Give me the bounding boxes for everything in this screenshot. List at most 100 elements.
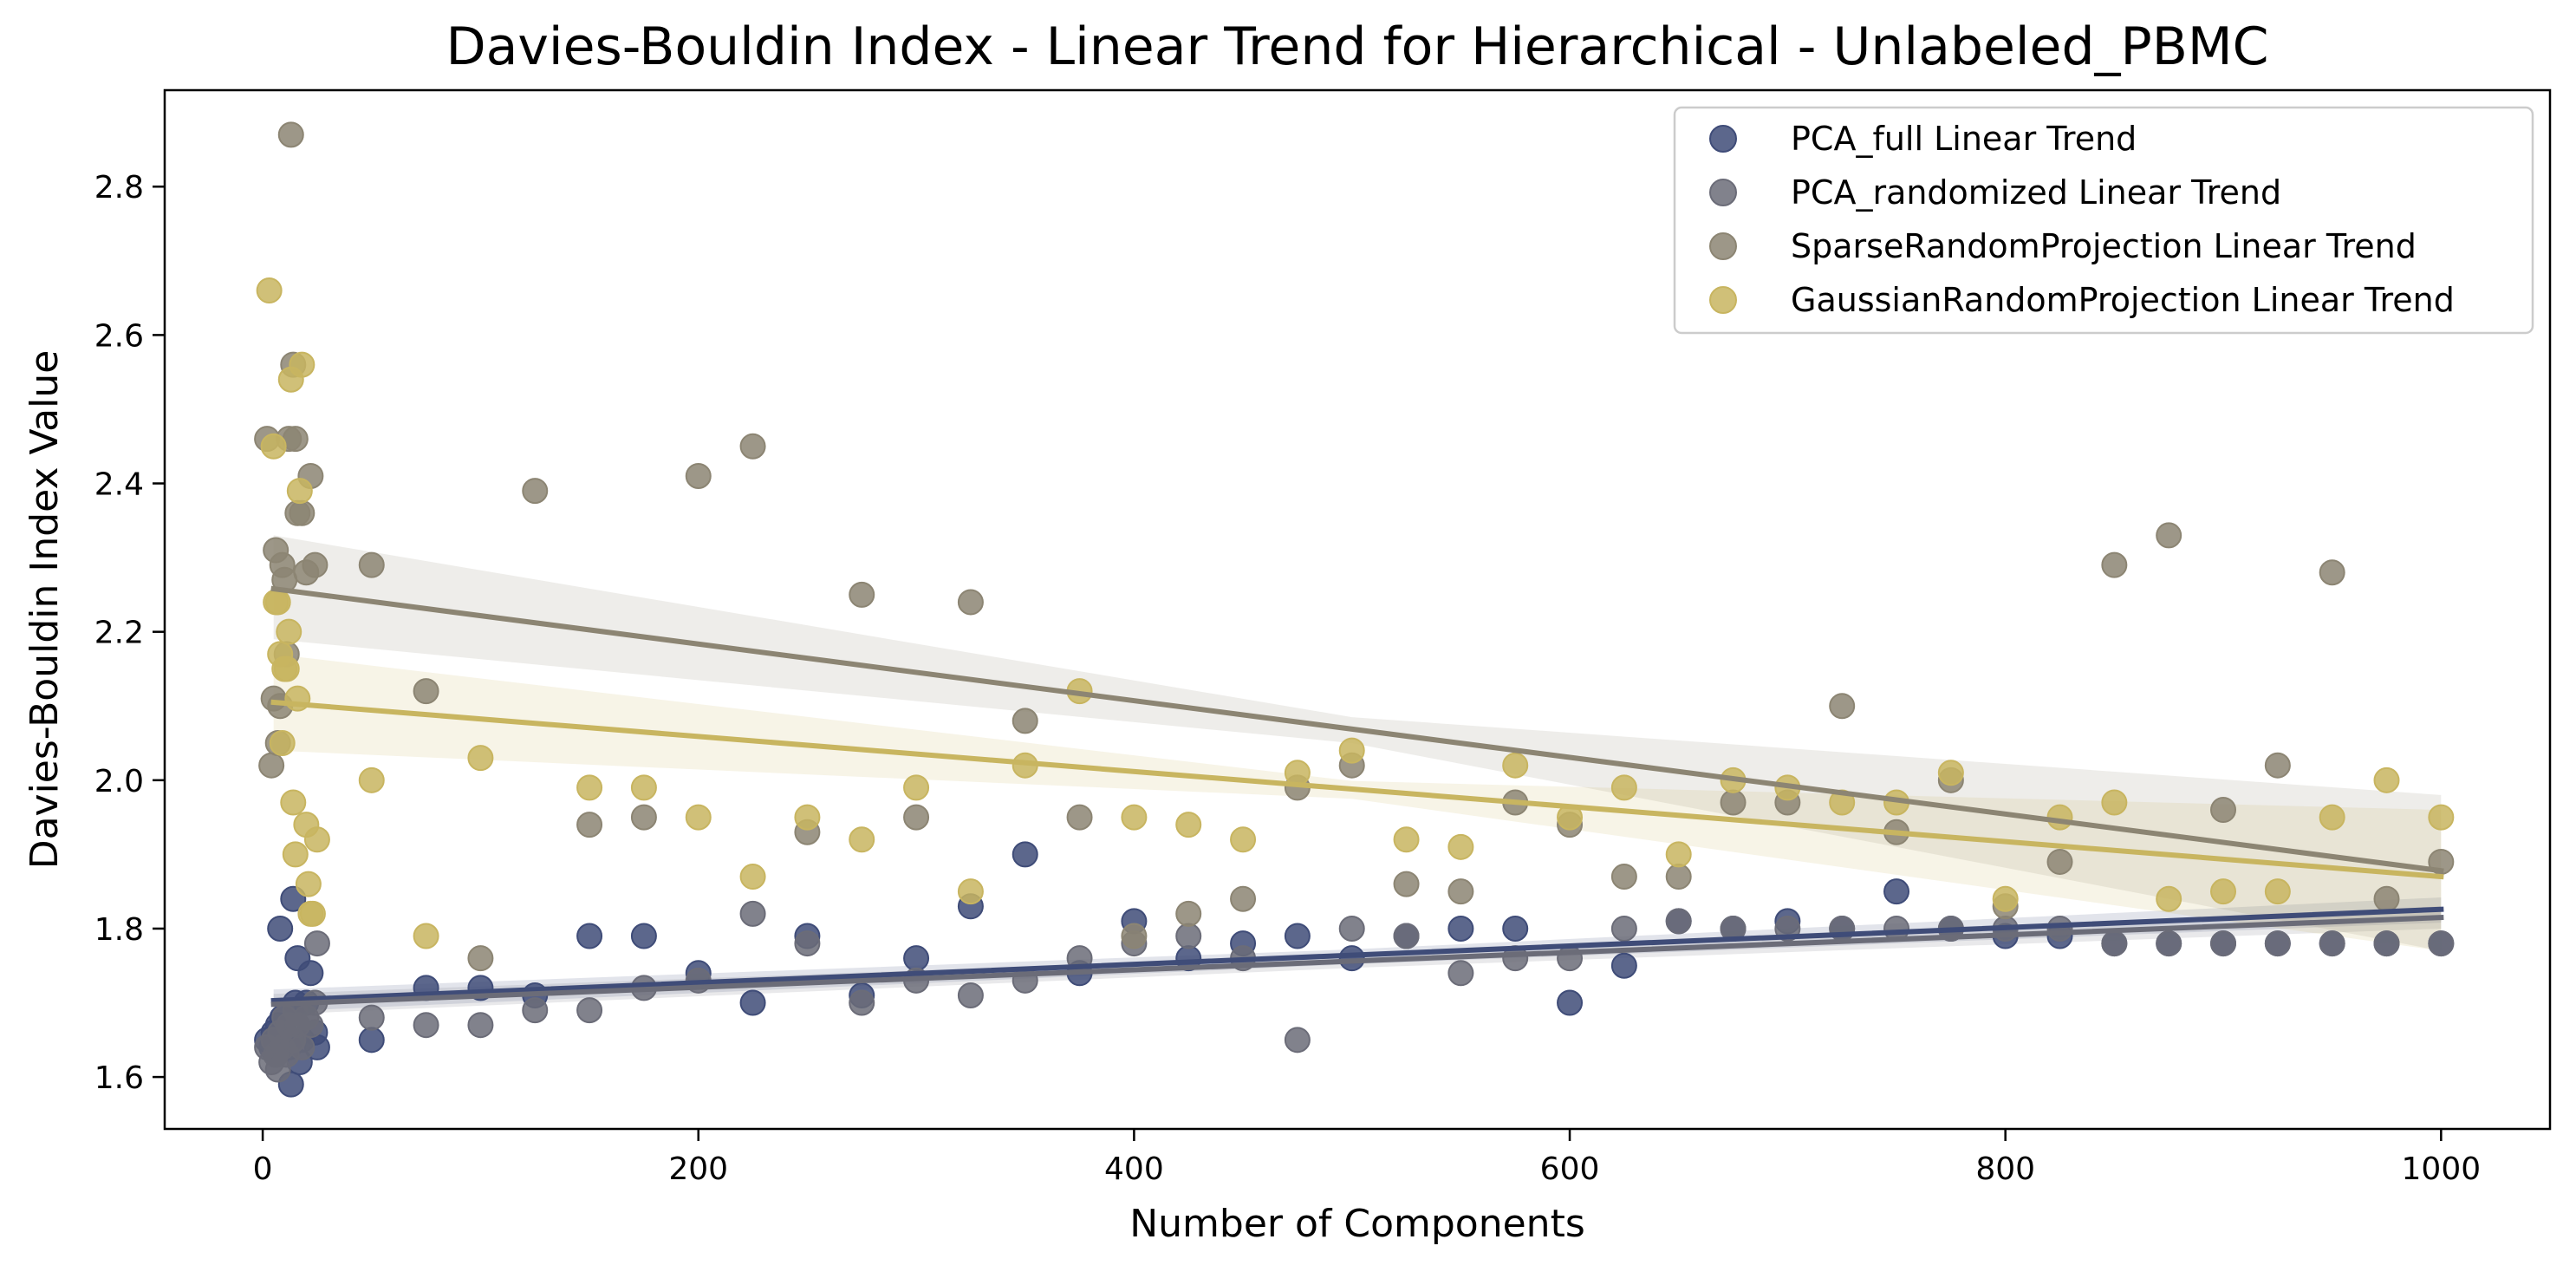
point-gaussianrandomprojection-linear-trend-29: [903, 774, 930, 801]
point-pca-full-linear-trend-48: [1883, 878, 1910, 905]
point-gaussianrandomprojection-linear-trend-28: [849, 826, 875, 853]
point-gaussianrandomprojection-linear-trend-3: [264, 589, 291, 616]
y-tick-label-2: 2.0: [94, 764, 144, 799]
point-pca-randomized-linear-trend-56: [2428, 930, 2455, 957]
point-sparserandomprojection-linear-trend-31: [1066, 804, 1093, 831]
point-sparserandomprojection-linear-trend-41: [1610, 864, 1637, 890]
legend-label-sparserandomprojection-linear-trend: SparseRandomProjection Linear Trend: [1791, 227, 2417, 265]
point-sparserandomprojection-linear-trend-49: [2046, 848, 2073, 875]
legend-marker-pca-randomized-linear-trend: [1709, 179, 1737, 206]
point-sparserandomprojection-linear-trend-17: [302, 551, 329, 578]
point-pca-full-linear-trend-20: [358, 1027, 385, 1053]
point-pca-randomized-linear-trend-49: [2046, 915, 2073, 942]
point-pca-full-linear-trend-37: [1284, 923, 1311, 949]
point-sparserandomprojection-linear-trend-33: [1175, 900, 1202, 927]
point-gaussianrandomprojection-linear-trend-30: [957, 878, 984, 905]
point-gaussianrandomprojection-linear-trend-49: [1992, 885, 2019, 912]
point-gaussianrandomprojection-linear-trend-57: [2428, 804, 2455, 831]
legend-marker-pca-full-linear-trend: [1709, 125, 1737, 153]
x-tick-label-600: 600: [1540, 1151, 1600, 1187]
y-tick-label-0: 1.6: [94, 1060, 144, 1096]
point-pca-randomized-linear-trend-33: [1175, 923, 1202, 949]
point-sparserandomprojection-linear-trend-53: [2264, 752, 2291, 779]
point-gaussianrandomprojection-linear-trend-56: [2373, 766, 2400, 793]
point-gaussianrandomprojection-linear-trend-18: [299, 900, 326, 927]
point-sparserandomprojection-linear-trend-50: [2101, 551, 2128, 578]
y-tick-label-3: 2.2: [94, 616, 144, 651]
point-gaussianrandomprojection-linear-trend-51: [2101, 789, 2128, 816]
point-pca-randomized-linear-trend-21: [522, 997, 549, 1024]
trend-line-sparserandomprojection-linear-trend: [270, 585, 2444, 874]
point-pca-randomized-linear-trend-55: [2373, 930, 2400, 957]
point-gaussianrandomprojection-linear-trend-36: [1284, 760, 1311, 786]
point-sparserandomprojection-linear-trend-30: [1012, 708, 1038, 734]
point-sparserandomprojection-linear-trend-54: [2319, 559, 2345, 586]
point-gaussianrandomprojection-linear-trend-8: [276, 618, 302, 645]
legend-marker-sparserandomprojection-linear-trend: [1709, 232, 1737, 260]
point-gaussianrandomprojection-linear-trend-16: [295, 871, 322, 897]
point-sparserandomprojection-linear-trend-43: [1720, 789, 1747, 816]
plot-area: [163, 88, 2552, 1131]
legend-marker-gaussianrandomprojection-linear-trend: [1709, 286, 1737, 314]
point-gaussianrandomprojection-linear-trend-13: [286, 478, 313, 505]
point-pca-randomized-linear-trend-50: [2101, 930, 2128, 957]
point-gaussianrandomprojection-linear-trend-48: [1937, 760, 1964, 786]
point-pca-randomized-linear-trend-29: [957, 982, 984, 1008]
point-gaussianrandomprojection-linear-trend-10: [280, 789, 307, 816]
point-gaussianrandomprojection-linear-trend-38: [1393, 826, 1420, 853]
point-sparserandomprojection-linear-trend-51: [2156, 522, 2182, 549]
point-sparserandomprojection-linear-trend-22: [576, 812, 603, 838]
point-gaussianrandomprojection-linear-trend-5: [269, 730, 296, 757]
y-tick-label-5: 2.6: [94, 318, 144, 354]
point-pca-full-linear-trend-42: [1557, 989, 1584, 1016]
y-axis-ticks: 1.6 1.8 2.0 2.2 2.4 2.6 2.8: [94, 170, 165, 1096]
point-gaussianrandomprojection-linear-trend-26: [739, 864, 766, 890]
x-axis-label: Number of Components: [1129, 1202, 1585, 1246]
point-sparserandomprojection-linear-trend-34: [1230, 885, 1257, 912]
point-pca-randomized-linear-trend-37: [1393, 923, 1420, 949]
trend-lines: [270, 585, 2444, 1008]
point-sparserandomprojection-linear-trend-1: [258, 752, 285, 779]
point-pca-full-linear-trend-30: [903, 945, 930, 972]
legend-label-gaussianrandomprojection-linear-trend: GaussianRandomProjection Linear Trend: [1791, 281, 2455, 319]
point-sparserandomprojection-linear-trend-12: [282, 426, 309, 453]
point-gaussianrandomprojection-linear-trend-34: [1175, 812, 1202, 838]
point-sparserandomprojection-linear-trend-32: [1121, 923, 1148, 949]
point-gaussianrandomprojection-linear-trend-39: [1447, 833, 1474, 860]
legend: PCA_full Linear Trend PCA_randomized Line…: [1673, 106, 2534, 335]
point-sparserandomprojection-linear-trend-21: [522, 478, 549, 505]
point-sparserandomprojection-linear-trend-52: [2210, 797, 2237, 824]
point-gaussianrandomprojection-linear-trend-40: [1502, 752, 1529, 779]
point-pca-full-linear-trend-24: [576, 923, 603, 949]
point-sparserandomprojection-linear-trend-19: [413, 678, 439, 705]
point-gaussianrandomprojection-linear-trend-25: [685, 804, 712, 831]
trend-line-pca-randomized-linear-trend: [270, 915, 2444, 1008]
point-gaussianrandomprojection-linear-trend-7: [273, 656, 300, 682]
point-pca-randomized-linear-trend-20: [467, 1012, 494, 1039]
chart-title: Davies-Bouldin Index - Linear Trend for …: [446, 16, 2268, 77]
point-pca-randomized-linear-trend-18: [358, 1004, 385, 1031]
scatter-points: [254, 121, 2455, 1098]
point-gaussianrandomprojection-linear-trend-53: [2210, 878, 2237, 905]
point-gaussianrandomprojection-linear-trend-1: [260, 433, 287, 460]
x-axis-ticks: 0 200 400 600 800 1000: [253, 1129, 2481, 1187]
point-gaussianrandomprojection-linear-trend-27: [794, 804, 821, 831]
trend-line-gaussianrandomprojection-linear-trend: [270, 699, 2444, 880]
point-sparserandomprojection-linear-trend-14: [289, 499, 315, 526]
point-pca-full-linear-trend-17: [297, 960, 324, 987]
point-sparserandomprojection-linear-trend-23: [630, 804, 657, 831]
point-pca-full-linear-trend-25: [630, 923, 657, 949]
y-tick-label-1: 1.8: [94, 912, 144, 948]
point-pca-randomized-linear-trend-53: [2264, 930, 2291, 957]
point-sparserandomprojection-linear-trend-24: [685, 462, 712, 489]
point-gaussianrandomprojection-linear-trend-14: [289, 351, 315, 378]
point-pca-full-linear-trend-27: [739, 989, 766, 1016]
point-sparserandomprojection-linear-trend-55: [2373, 885, 2400, 912]
point-gaussianrandomprojection-linear-trend-55: [2319, 804, 2345, 831]
point-sparserandomprojection-linear-trend-28: [903, 804, 930, 831]
point-sparserandomprojection-linear-trend-45: [1829, 693, 1856, 720]
y-tick-label-4: 2.4: [94, 467, 144, 503]
point-pca-randomized-linear-trend-38: [1447, 960, 1474, 987]
point-pca-randomized-linear-trend-41: [1610, 915, 1637, 942]
